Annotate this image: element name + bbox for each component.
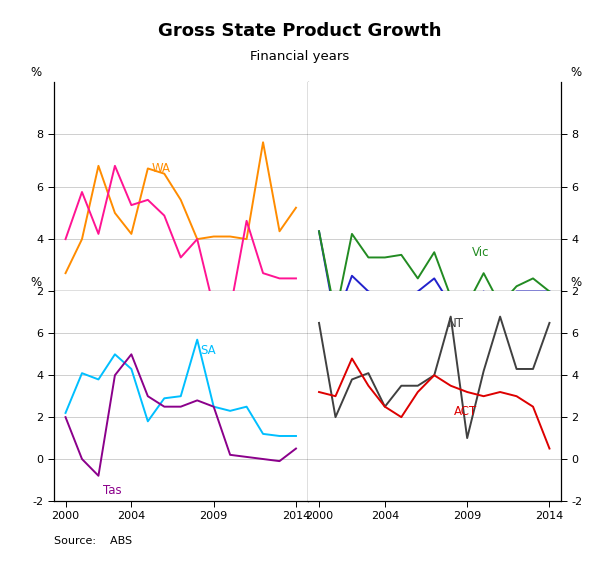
- Text: Gross State Product Growth: Gross State Product Growth: [158, 22, 442, 40]
- Text: %: %: [31, 66, 41, 79]
- Text: ACT: ACT: [454, 405, 477, 418]
- Text: %: %: [31, 276, 41, 289]
- Text: SA: SA: [200, 344, 216, 357]
- Text: Qld: Qld: [145, 293, 164, 306]
- Text: Tas: Tas: [103, 483, 122, 496]
- Text: WA: WA: [151, 162, 170, 175]
- Text: %: %: [571, 276, 581, 289]
- Text: NSW: NSW: [426, 293, 454, 306]
- Text: Financial years: Financial years: [250, 50, 350, 63]
- Text: Source:    ABS: Source: ABS: [54, 535, 132, 546]
- Text: %: %: [571, 66, 581, 79]
- Text: Vic: Vic: [472, 246, 490, 259]
- Text: NT: NT: [448, 317, 463, 330]
